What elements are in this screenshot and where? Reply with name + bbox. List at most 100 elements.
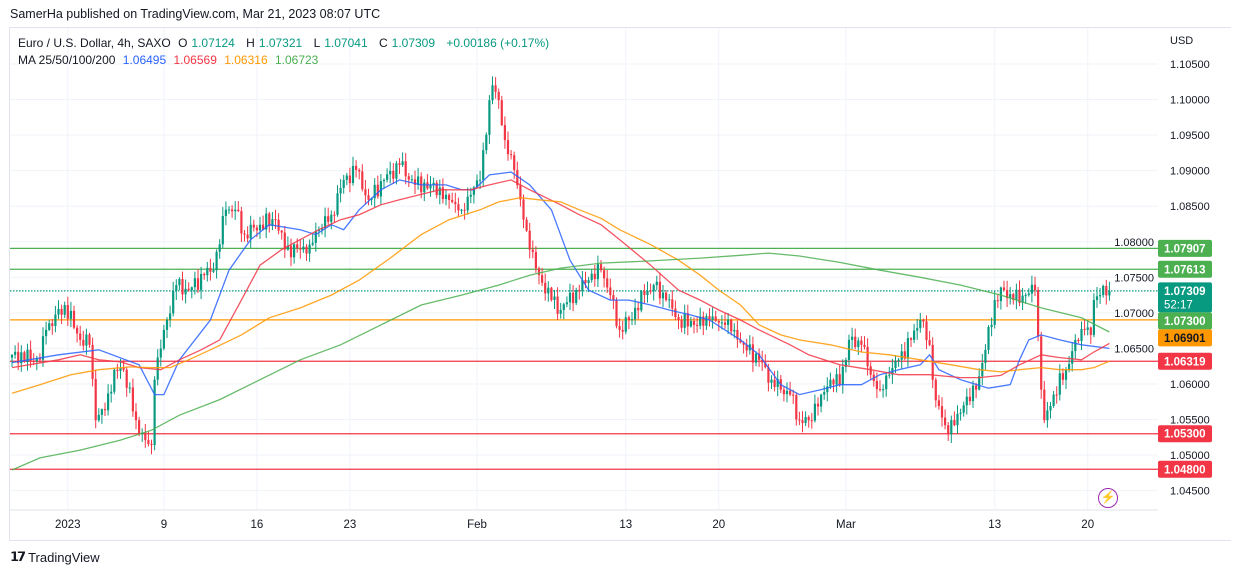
- candle-body: [181, 278, 184, 295]
- candle-body: [835, 374, 838, 385]
- candle-body: [916, 328, 919, 331]
- candle-body: [274, 219, 277, 221]
- candle-body: [581, 279, 584, 291]
- candle: [1102, 284, 1105, 298]
- candle-body: [94, 378, 97, 421]
- candle: [373, 178, 376, 208]
- candle-body: [745, 344, 748, 351]
- candle-body: [860, 340, 863, 345]
- candle: [460, 208, 463, 214]
- candle: [355, 160, 358, 178]
- price-label-text: 1.06901: [1164, 333, 1206, 345]
- currency-label[interactable]: USD: [1170, 35, 1194, 47]
- candle: [26, 343, 29, 371]
- candle: [627, 315, 630, 330]
- candle-body: [1071, 351, 1074, 364]
- candle-body: [438, 187, 441, 196]
- candle: [69, 301, 72, 328]
- candle: [286, 236, 289, 251]
- candle: [324, 207, 327, 238]
- price-label-text: 1.07907: [1164, 243, 1206, 255]
- candle: [776, 370, 779, 397]
- candle-body: [643, 290, 646, 296]
- candle: [534, 246, 537, 273]
- candle: [237, 201, 240, 213]
- candle-body: [1058, 373, 1061, 395]
- candle-body: [1024, 295, 1027, 297]
- candle-body: [249, 224, 252, 239]
- candle-body: [1105, 285, 1108, 296]
- candle: [785, 382, 789, 403]
- candle: [221, 207, 224, 248]
- candle-body: [652, 285, 655, 292]
- candle: [29, 340, 32, 368]
- candle: [996, 293, 999, 309]
- candle: [249, 215, 252, 248]
- candle-body: [10, 354, 14, 358]
- candle: [962, 401, 965, 417]
- candle-body: [32, 360, 35, 362]
- candle-body: [1102, 285, 1105, 296]
- candle-body: [677, 317, 680, 320]
- candle-body: [131, 387, 134, 412]
- candle-body: [1027, 293, 1030, 296]
- candle-body: [271, 219, 274, 226]
- y-tick-label: 1.09500: [1170, 130, 1210, 142]
- candle-body: [807, 417, 810, 421]
- candle: [649, 283, 652, 295]
- candle-body: [516, 169, 519, 186]
- candle-body: [699, 316, 702, 326]
- candle-body: [190, 287, 193, 291]
- candle: [993, 290, 996, 329]
- candle-body: [29, 349, 32, 361]
- candle-body: [255, 227, 258, 231]
- candle: [190, 286, 193, 299]
- symbol-title[interactable]: Euro / U.S. Dollar, 4h, SAXO: [18, 36, 171, 50]
- candle-body: [100, 409, 103, 415]
- candle: [1021, 288, 1024, 311]
- candle: [792, 389, 795, 405]
- candle: [252, 219, 255, 232]
- candle-body: [162, 329, 165, 349]
- candle-body: [723, 322, 727, 325]
- candle-body: [308, 244, 311, 254]
- ma-label[interactable]: MA 25/50/100/200: [18, 53, 116, 67]
- candle-body: [665, 292, 668, 301]
- candle-body: [103, 409, 107, 411]
- candle-body: [996, 300, 999, 302]
- candle: [91, 337, 94, 387]
- candle: [479, 170, 482, 189]
- candle-body: [593, 273, 596, 280]
- candle-body: [739, 339, 742, 343]
- candle: [169, 305, 172, 328]
- candle-body: [488, 100, 491, 135]
- candle-body: [782, 389, 785, 395]
- candle-body: [327, 216, 330, 222]
- change-value: +0.00186 (+0.17%): [446, 36, 550, 50]
- candle: [869, 362, 872, 380]
- candle: [829, 372, 832, 390]
- candle: [289, 238, 293, 267]
- candle: [937, 394, 940, 410]
- candle-body: [773, 379, 776, 387]
- candle: [451, 192, 454, 204]
- candle-body: [1015, 289, 1018, 301]
- candle-body: [1095, 296, 1099, 301]
- candle: [882, 384, 885, 398]
- candle: [1046, 401, 1049, 428]
- candle-body: [423, 182, 426, 193]
- y-tick-label: 1.08000: [1114, 237, 1154, 249]
- ma50-value: 1.06569: [173, 53, 217, 67]
- candle-body: [237, 209, 240, 212]
- candle-body: [568, 292, 572, 303]
- candle: [395, 160, 398, 185]
- lightning-icon[interactable]: ⚡: [1098, 488, 1118, 508]
- candle: [147, 431, 150, 447]
- candle: [376, 175, 379, 199]
- candle-body: [361, 171, 364, 190]
- candle: [603, 266, 606, 288]
- candle-body: [587, 280, 590, 284]
- candle-body: [91, 344, 94, 379]
